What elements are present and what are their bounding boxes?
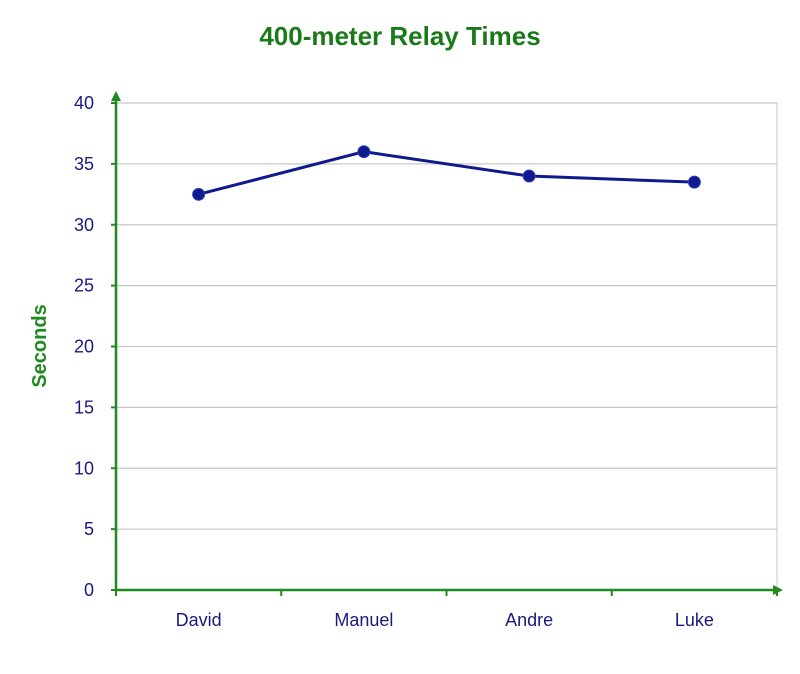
y-tick-label: 10: [74, 458, 94, 478]
data-series: [192, 145, 701, 201]
x-tick-label: Luke: [675, 610, 714, 630]
series-line: [198, 150, 695, 196]
y-tick-label: 5: [84, 519, 94, 539]
y-tick-label: 20: [74, 337, 94, 357]
data-point: [687, 175, 701, 189]
data-point: [192, 187, 206, 201]
x-tick-label: David: [176, 610, 222, 630]
x-tick-label: Andre: [505, 610, 553, 630]
gridlines: [115, 102, 778, 591]
data-point: [357, 145, 371, 159]
y-tick-label: 15: [74, 397, 94, 417]
data-point: [522, 169, 536, 183]
y-tick-label: 35: [74, 154, 94, 174]
x-tick-label: Manuel: [334, 610, 393, 630]
y-tick-label: 40: [74, 93, 94, 113]
tick-labels: 0 5 10 15 20 25 30 35 40 David Manuel Andre Luke: [74, 93, 714, 630]
axes: [111, 91, 783, 596]
y-axis-label: Seconds: [29, 304, 51, 387]
chart-title: 400-meter Relay Times: [259, 21, 540, 51]
y-tick-label: 0: [84, 580, 94, 600]
y-tick-label: 25: [74, 276, 94, 296]
y-axis-arrow: [111, 91, 121, 101]
y-tick-label: 30: [74, 215, 94, 235]
